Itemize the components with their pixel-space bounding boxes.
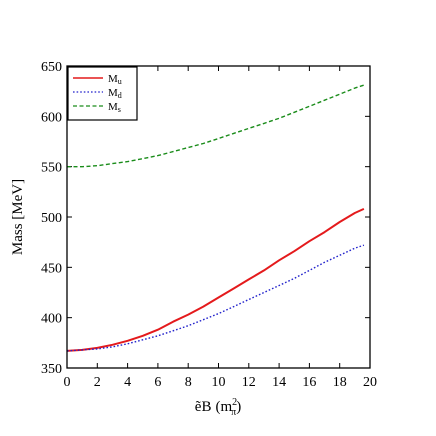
x-tick-label: 18 [333, 375, 347, 390]
legend-label: Md [108, 87, 122, 100]
x-tick-label: 16 [302, 375, 316, 390]
x-axis-title-main: B [201, 399, 211, 415]
y-tick-label: 350 [41, 362, 62, 377]
y-tick-label: 450 [41, 261, 62, 276]
x-tick-label: 4 [124, 375, 131, 390]
y-tick-label: 500 [41, 211, 62, 226]
x-axis-title-prefix: ẽ [195, 399, 202, 415]
x-tick-label: 0 [64, 375, 71, 390]
x-axis-title-unit-sub: π [231, 407, 236, 418]
x-tick-label: 10 [212, 375, 226, 390]
x-tick-label: 20 [363, 375, 377, 390]
legend-box [67, 66, 138, 121]
series-lines [66, 84, 365, 352]
y-tick-label: 550 [41, 161, 62, 176]
x-axis-title: ẽB (m2 π) [195, 397, 241, 418]
x-tick-label: 14 [272, 375, 286, 390]
series-line-md [66, 244, 365, 352]
series-line-mu [66, 207, 365, 352]
legend-label: Ms [108, 101, 121, 114]
series-line-ms [67, 84, 365, 168]
x-tick-label: 8 [185, 375, 192, 390]
plot-frame [66, 65, 371, 369]
y-tick-label: 600 [41, 110, 62, 125]
legend-label: Mu [108, 73, 122, 86]
y-tick-label: 650 [41, 60, 62, 75]
x-axis-title-close: ) [236, 399, 241, 415]
x-tick-label: 6 [154, 375, 161, 390]
y-tick-label: 400 [41, 312, 62, 327]
x-axis-title-unit-sup: 2 [232, 397, 237, 408]
x-tick-label: 2 [94, 375, 101, 390]
x-tick-label: 12 [242, 375, 256, 390]
x-axis-title-unit: (m [215, 399, 232, 415]
y-axis-title: Mass [MeV] [10, 179, 26, 255]
axis-ticks: 0 2 4 6 8 10 12 14 16 18 20 350 400 450 500 550 600 650 [41, 60, 377, 390]
